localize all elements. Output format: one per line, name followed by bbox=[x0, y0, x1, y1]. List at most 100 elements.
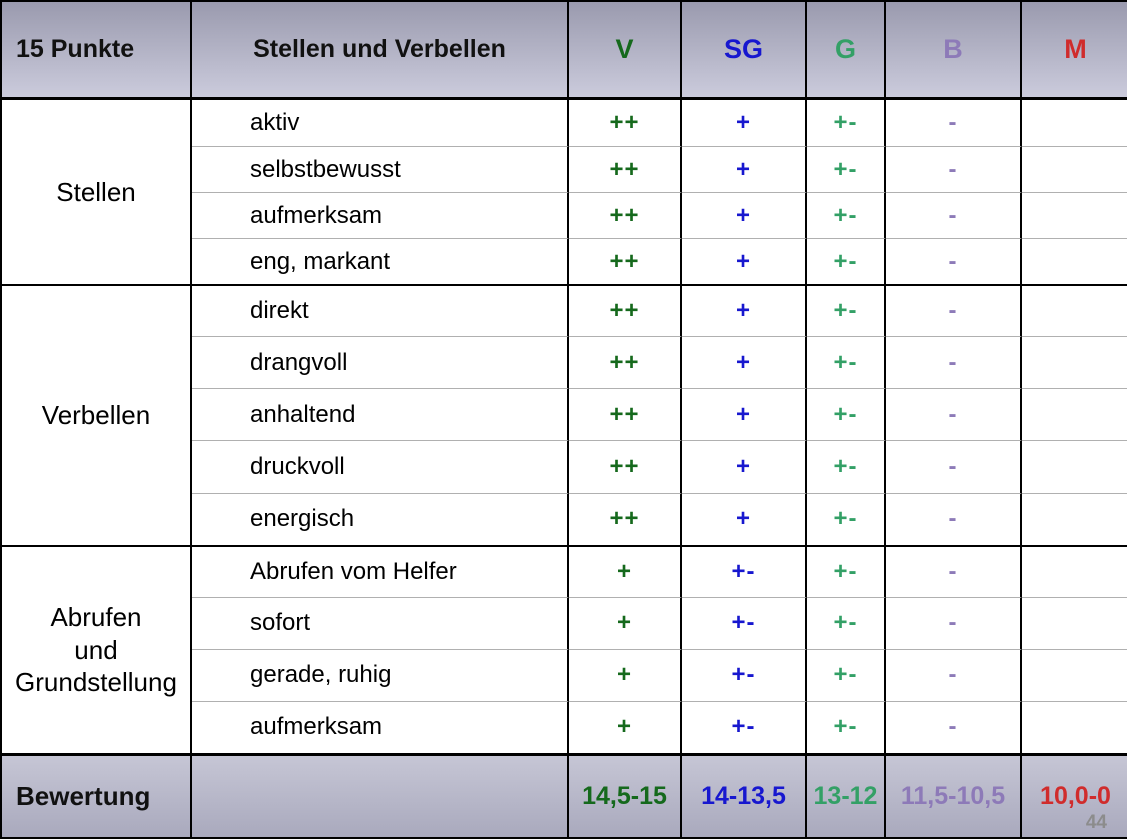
points-header: 15 Punkte bbox=[2, 2, 192, 100]
mark-cell: - bbox=[886, 648, 1022, 701]
table-row: Abrufen und Grundstellung Abrufen vom Hel… bbox=[2, 544, 1127, 753]
mark-cell: + bbox=[682, 100, 807, 147]
mark-cell: - bbox=[886, 100, 1022, 147]
table-row: aufmerksam ++ + +- - bbox=[2, 192, 1127, 239]
table-row: druckvoll ++ + +- - bbox=[2, 440, 1127, 493]
mark-cell: + bbox=[682, 388, 807, 441]
mark-cell bbox=[1022, 544, 1127, 597]
table-row: aufmerksam + +- +- - bbox=[2, 700, 1127, 753]
mark-cell: ++ bbox=[569, 336, 682, 389]
grade-header-sg: SG bbox=[682, 2, 807, 100]
table-row: energisch ++ + +- - bbox=[2, 492, 1127, 545]
mark-cell bbox=[1022, 648, 1127, 701]
mark-cell: + bbox=[682, 284, 807, 337]
mark-cell: ++ bbox=[569, 146, 682, 193]
criterion-cell: drangvoll bbox=[192, 336, 569, 389]
criterion-cell: aufmerksam bbox=[192, 700, 569, 753]
mark-cell: - bbox=[886, 238, 1022, 285]
mark-cell: ++ bbox=[569, 388, 682, 441]
mark-cell: + bbox=[569, 544, 682, 597]
mark-cell bbox=[1022, 440, 1127, 493]
mark-cell: +- bbox=[807, 388, 886, 441]
criterion-cell: direkt bbox=[192, 284, 569, 337]
mark-cell: ++ bbox=[569, 192, 682, 239]
table-row: anhaltend ++ + +- - bbox=[2, 388, 1127, 441]
group-label: Stellen bbox=[2, 100, 192, 285]
table-body: Stellen aktiv ++ + +- - selbstbewusst ++ + +- - auf… bbox=[2, 100, 1127, 753]
mark-cell: +- bbox=[807, 492, 886, 545]
mark-cell: - bbox=[886, 440, 1022, 493]
mark-cell: ++ bbox=[569, 100, 682, 147]
footer-value-b: 11,5-10,5 bbox=[886, 753, 1022, 837]
mark-cell bbox=[1022, 100, 1127, 147]
mark-cell bbox=[1022, 146, 1127, 193]
table-row: selbstbewusst ++ + +- - bbox=[2, 146, 1127, 193]
mark-cell: ++ bbox=[569, 440, 682, 493]
table-row: sofort + +- +- - bbox=[2, 596, 1127, 649]
table-row: gerade, ruhig + +- +- - bbox=[2, 648, 1127, 701]
table-header: 15 Punkte Stellen und Verbellen V SG G B M bbox=[2, 2, 1127, 100]
mark-cell: +- bbox=[807, 284, 886, 337]
criterion-cell: sofort bbox=[192, 596, 569, 649]
mark-cell: +- bbox=[807, 238, 886, 285]
footer-row: Bewertung 14,5-15 14-13,5 13-12 11,5-10,5 10… bbox=[2, 753, 1127, 837]
footer-value-sg: 14-13,5 bbox=[682, 753, 807, 837]
criterion-cell: aufmerksam bbox=[192, 192, 569, 239]
table-footer: Bewertung 14,5-15 14-13,5 13-12 11,5-10,5 10… bbox=[2, 753, 1127, 837]
mark-cell bbox=[1022, 700, 1127, 753]
mark-cell: +- bbox=[682, 700, 807, 753]
mark-cell: +- bbox=[682, 596, 807, 649]
footer-value-m: 10,0-0 bbox=[1022, 753, 1127, 837]
mark-cell: + bbox=[569, 596, 682, 649]
mark-cell: + bbox=[682, 146, 807, 193]
mark-cell: + bbox=[682, 238, 807, 285]
page-number: 44 bbox=[1085, 812, 1107, 833]
footer-value-v: 14,5-15 bbox=[569, 753, 682, 837]
criterion-cell: Abrufen vom Helfer bbox=[192, 544, 569, 597]
grade-header-g: G bbox=[807, 2, 886, 100]
footer-value-g: 13-12 bbox=[807, 753, 886, 837]
mark-cell: ++ bbox=[569, 238, 682, 285]
table-row: eng, markant ++ + +- - bbox=[2, 238, 1127, 285]
mark-cell: +- bbox=[807, 146, 886, 193]
mark-cell: - bbox=[886, 192, 1022, 239]
group-label: Abrufen und Grundstellung bbox=[2, 544, 192, 753]
mark-cell bbox=[1022, 284, 1127, 337]
grade-header-m: M bbox=[1022, 2, 1127, 100]
mark-cell: - bbox=[886, 284, 1022, 337]
mark-cell: + bbox=[682, 336, 807, 389]
header-row: 15 Punkte Stellen und Verbellen V SG G B M bbox=[2, 2, 1127, 100]
bewertung-label: Bewertung bbox=[2, 753, 192, 837]
exercise-header: Stellen und Verbellen bbox=[192, 2, 569, 100]
criterion-cell: energisch bbox=[192, 492, 569, 545]
mark-cell bbox=[1022, 238, 1127, 285]
mark-cell: +- bbox=[807, 100, 886, 147]
mark-cell: - bbox=[886, 388, 1022, 441]
mark-cell: +- bbox=[682, 544, 807, 597]
table-row: Stellen aktiv ++ + +- - bbox=[2, 100, 1127, 285]
mark-cell: + bbox=[569, 648, 682, 701]
mark-cell: +- bbox=[807, 648, 886, 701]
mark-cell: ++ bbox=[569, 284, 682, 337]
criterion-cell: druckvoll bbox=[192, 440, 569, 493]
mark-cell: +- bbox=[807, 544, 886, 597]
mark-cell: - bbox=[886, 700, 1022, 753]
grade-header-v: V bbox=[569, 2, 682, 100]
table-row: drangvoll ++ + +- - bbox=[2, 336, 1127, 389]
criterion-cell: anhaltend bbox=[192, 388, 569, 441]
mark-cell: +- bbox=[807, 700, 886, 753]
mark-cell: - bbox=[886, 336, 1022, 389]
grade-header-b: B bbox=[886, 2, 1022, 100]
group-label: Verbellen bbox=[2, 284, 192, 545]
mark-cell: +- bbox=[682, 648, 807, 701]
mark-cell bbox=[1022, 596, 1127, 649]
mark-cell bbox=[1022, 336, 1127, 389]
mark-cell: ++ bbox=[569, 492, 682, 545]
mark-cell: +- bbox=[807, 596, 886, 649]
mark-cell: - bbox=[886, 544, 1022, 597]
mark-cell: + bbox=[569, 700, 682, 753]
table-row: Verbellen direkt ++ + +- - bbox=[2, 284, 1127, 545]
mark-cell: - bbox=[886, 596, 1022, 649]
